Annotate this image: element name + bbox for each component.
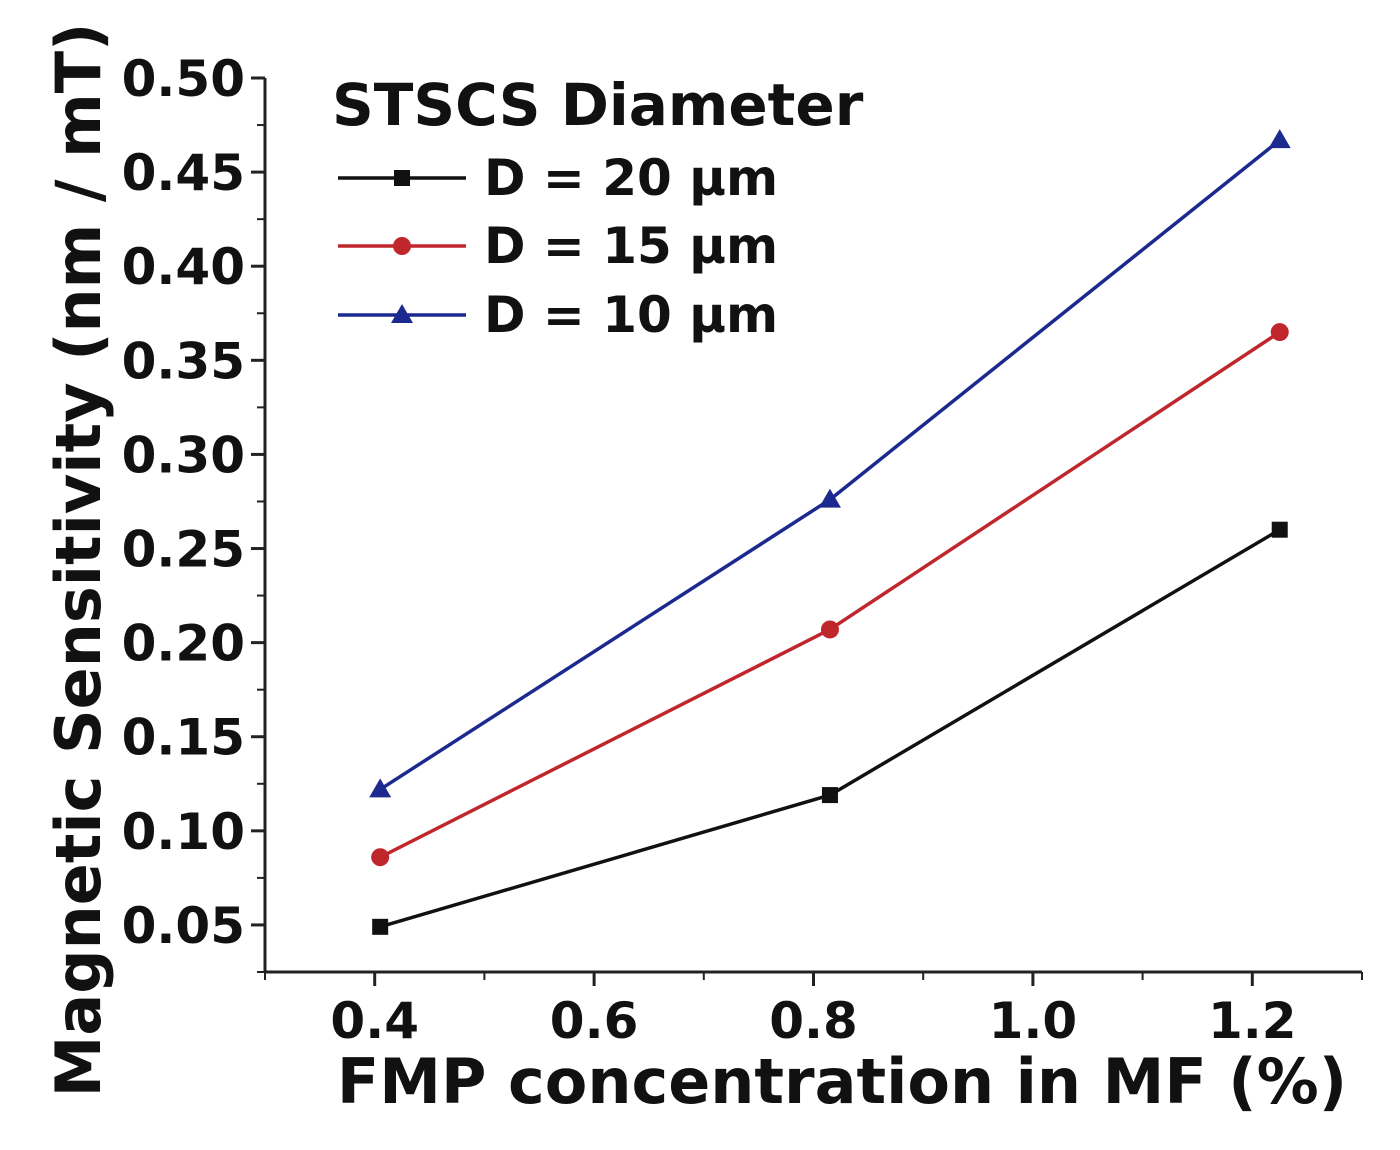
series-line [379,330,1281,859]
legend-title: STSCS Diameter [332,71,864,139]
axes: 0.05 0.10 0.15 0.20 0.25 0.30 0.35 0.40 0.45 0.50… [122,50,1363,1050]
data-point [1271,521,1288,538]
legend-entry-3: D = 10 μm [338,286,778,344]
data-point [372,918,389,935]
y-tick-label: 0.10 [122,803,245,861]
x-tick-label: 0.6 [550,992,639,1050]
data-point [369,778,392,798]
series-line [379,528,1281,929]
series-1 [372,521,1288,935]
x-tick-label: 1.0 [989,992,1078,1050]
y-tick-label: 0.40 [122,238,245,296]
y-tick-label: 0.30 [122,426,245,484]
legend-label: D = 20 μm [484,149,778,207]
series-layer [369,129,1291,935]
data-point [821,787,838,804]
y-tick-label: 0.45 [122,144,245,202]
series-2 [371,323,1289,867]
data-point [1270,323,1289,342]
legend-entry-2: D = 15 μm [338,217,778,275]
legend: STSCS Diameter D = 20 μm D = 15 μm D = 10 … [332,71,864,344]
legend-label: D = 15 μm [484,217,778,275]
x-tick-label: 1.2 [1208,992,1297,1050]
y-tick-label: 0.25 [122,521,245,579]
series-3 [369,129,1291,798]
legend-label: D = 10 μm [484,286,778,344]
y-tick-label: 0.15 [122,709,245,767]
data-point [371,848,390,867]
y-tick-label: 0.20 [122,615,245,673]
y-tick-label: 0.35 [122,332,245,390]
data-point [818,488,841,508]
data-point [820,620,839,639]
y-tick-label: 0.50 [122,50,245,108]
y-tick-label: 0.05 [122,897,245,955]
legend-marker [391,304,413,323]
data-point [1268,129,1291,149]
x-axis-title: FMP concentration in MF (%) [337,1045,1347,1118]
y-axis-title: Magnetic Sensitivity (nm / mT) [42,23,115,1098]
x-tick-label: 0.8 [769,992,858,1050]
legend-marker [394,170,410,186]
legend-entry-1: D = 20 μm [338,149,778,207]
legend-marker [393,237,411,255]
x-tick-label: 0.4 [330,992,419,1050]
